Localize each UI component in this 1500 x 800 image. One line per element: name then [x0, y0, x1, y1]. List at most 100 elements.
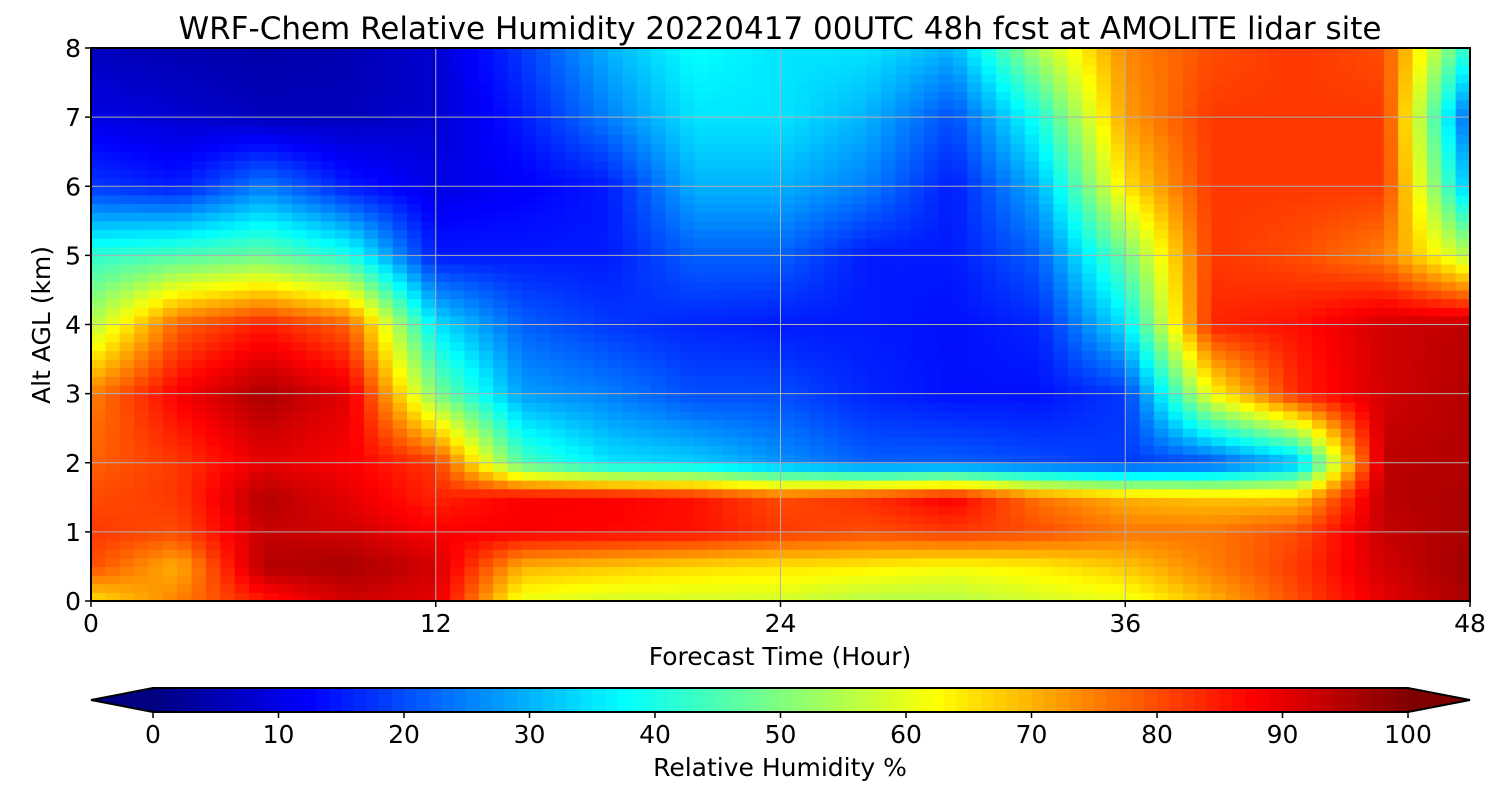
heatmap-cell	[550, 151, 566, 161]
heatmap-cell	[809, 281, 825, 291]
heatmap-cell	[952, 393, 968, 403]
heatmap-cell	[924, 203, 940, 213]
heatmap-cell	[924, 566, 940, 576]
heatmap-cell	[1010, 333, 1026, 343]
heatmap-cell	[119, 341, 135, 352]
heatmap-cell	[292, 549, 308, 559]
heatmap-cell	[651, 212, 667, 222]
heatmap-cell	[895, 194, 911, 205]
heatmap-cell	[1125, 255, 1141, 265]
heatmap-cell	[1355, 168, 1371, 179]
heatmap-cell	[263, 566, 279, 576]
heatmap-cell	[1153, 531, 1169, 542]
heatmap-cell	[837, 341, 853, 352]
heatmap-cell	[866, 540, 882, 550]
heatmap-cell	[105, 557, 121, 568]
heatmap-cell	[1311, 315, 1327, 326]
heatmap-cell	[392, 255, 408, 265]
heatmap-cell	[378, 203, 394, 213]
heatmap-cell	[1153, 151, 1169, 161]
heatmap-cell	[320, 359, 336, 369]
heatmap-cell	[407, 203, 422, 213]
heatmap-cell	[349, 333, 365, 343]
heatmap-cell	[737, 281, 753, 291]
heatmap-cell	[1182, 471, 1198, 481]
heatmap-cell	[809, 255, 825, 265]
heatmap-cell	[1412, 298, 1428, 308]
heatmap-cell	[823, 298, 839, 308]
heatmap-cell	[1311, 505, 1327, 516]
heatmap-cell	[464, 238, 480, 248]
heatmap-cell	[249, 264, 264, 274]
heatmap-cell	[205, 281, 221, 291]
heatmap-cell	[1254, 402, 1270, 412]
heatmap-cell	[378, 428, 394, 438]
heatmap-cell	[636, 419, 652, 429]
heatmap-cell	[220, 471, 236, 481]
heatmap-cell	[521, 212, 537, 222]
heatmap-cell	[1283, 367, 1299, 377]
heatmap-cell	[1369, 289, 1385, 300]
heatmap-cell	[1197, 350, 1213, 360]
heatmap-cell	[177, 246, 193, 256]
heatmap-cell	[148, 333, 164, 343]
heatmap-cell	[392, 367, 408, 377]
heatmap-cell	[622, 540, 638, 550]
heatmap-cell	[464, 367, 480, 377]
heatmap-cell	[665, 333, 681, 343]
heatmap-cell	[220, 229, 236, 239]
heatmap-cell	[981, 350, 997, 360]
heatmap-cell	[392, 410, 408, 421]
heatmap-cell	[1283, 315, 1299, 326]
heatmap-cell	[1283, 186, 1299, 196]
heatmap-cell	[407, 212, 422, 222]
heatmap-cell	[622, 333, 638, 343]
heatmap-cell	[723, 497, 739, 507]
heatmap-cell	[1182, 315, 1198, 326]
heatmap-cell	[421, 436, 437, 447]
heatmap-cell	[521, 350, 537, 360]
heatmap-cell	[1311, 480, 1327, 490]
heatmap-cell	[938, 514, 954, 524]
heatmap-cell	[363, 255, 379, 265]
heatmap-cell	[1082, 359, 1098, 369]
heatmap-cell	[665, 514, 681, 524]
heatmap-cell	[1355, 523, 1371, 533]
heatmap-cell	[1067, 177, 1083, 187]
heatmap-cell	[593, 324, 609, 334]
heatmap-cell	[967, 289, 983, 300]
heatmap-cell	[823, 212, 839, 222]
heatmap-cell	[1211, 419, 1227, 429]
heatmap-cell	[119, 151, 135, 161]
heatmap-cell	[191, 298, 207, 308]
heatmap-cell	[967, 376, 983, 386]
heatmap-cell	[1426, 393, 1442, 403]
heatmap-cell	[895, 255, 911, 265]
heatmap-cell	[636, 359, 652, 369]
heatmap-cell	[191, 497, 207, 507]
heatmap-cell	[1268, 488, 1284, 498]
heatmap-cell	[881, 177, 897, 187]
heatmap-cell	[1311, 246, 1327, 256]
heatmap-cell	[1010, 315, 1026, 326]
heatmap-cell	[521, 315, 537, 326]
heatmap-cell	[823, 264, 839, 274]
heatmap-cell	[895, 531, 911, 542]
heatmap-cell	[1340, 246, 1356, 256]
heatmap-cell	[1383, 376, 1399, 386]
heatmap-cell	[435, 488, 451, 498]
heatmap-cell	[134, 583, 150, 593]
heatmap-cell	[1067, 583, 1083, 593]
heatmap-cell	[1311, 359, 1327, 369]
heatmap-cell	[909, 341, 925, 352]
heatmap-cell	[1197, 298, 1213, 308]
heatmap-cell	[967, 393, 983, 403]
heatmap-cell	[1225, 298, 1241, 308]
heatmap-cell	[881, 229, 897, 239]
heatmap-cell	[1240, 445, 1256, 455]
heatmap-cell	[220, 246, 236, 256]
heatmap-cell	[1082, 419, 1098, 429]
heatmap-cell	[1197, 307, 1213, 317]
heatmap-cell	[1168, 255, 1184, 265]
heatmap-cell	[909, 566, 925, 576]
